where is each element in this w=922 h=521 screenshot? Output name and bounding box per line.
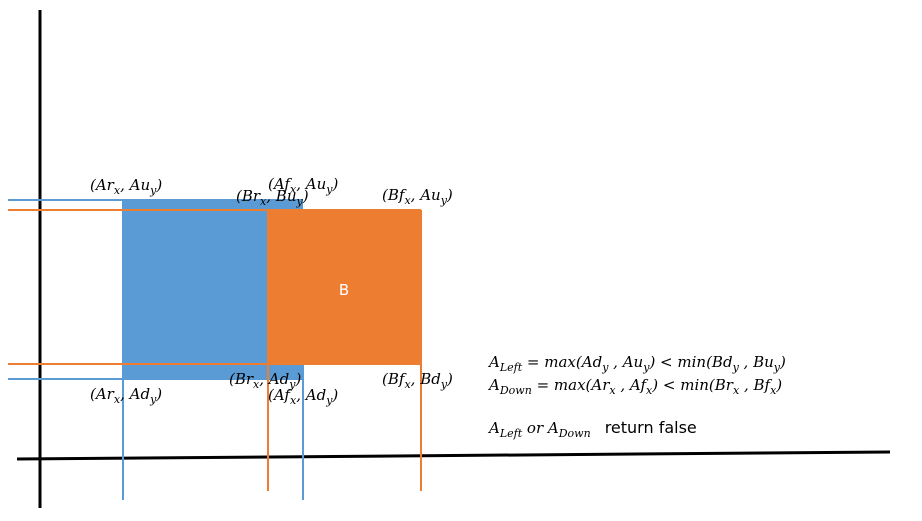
subscript: y (325, 394, 333, 407)
shape-label: B (339, 281, 349, 299)
math-text: ) (302, 187, 309, 205)
subscript: y (601, 361, 609, 374)
math-text: ) < min(Br (651, 376, 734, 394)
math-text: (Bf (382, 186, 407, 204)
subscript: y (149, 393, 157, 406)
math-text: ) (331, 386, 338, 404)
point-label: (Bfx, Auy) (382, 186, 453, 207)
subscript: x (733, 384, 740, 397)
formula: ALeft = max(Ady , Auy) < min(Bdy , Buy) (487, 353, 786, 374)
math-text: , Ad (296, 386, 326, 404)
guides-b (8, 209, 422, 491)
point-label: (Arx, Auy) (90, 176, 162, 197)
math-text: , Af (616, 376, 649, 394)
math-text: (Bf (382, 370, 407, 388)
point-label: (Brx, Ady) (229, 370, 301, 391)
math-text: , Ad (120, 385, 150, 403)
subscript: x (770, 384, 777, 397)
point-label: (Bfx, Bdy) (382, 370, 453, 391)
math-text: (Af (268, 386, 292, 404)
math-text: , Au (296, 175, 326, 193)
math-text: , Bf (739, 376, 772, 394)
subscript: y (440, 194, 448, 207)
conclusion: ALeft or ADown return false (487, 418, 697, 440)
math-text: , Au (120, 176, 150, 194)
subscript: Down (499, 384, 532, 397)
math-text: ) < min(Bd (648, 353, 732, 371)
math-text: , Bu (739, 353, 774, 371)
math-text: (Af (268, 175, 292, 193)
subscript: x (260, 195, 267, 208)
subscript: y (325, 183, 333, 196)
math-text: = max(Ad (522, 353, 602, 371)
subscript: Down (558, 427, 591, 440)
x-axis (16, 450, 891, 461)
math-text: (Br (229, 370, 254, 388)
conclusion-note: return false (605, 418, 697, 437)
subscript: Left (499, 427, 523, 440)
subscript: y (149, 184, 157, 197)
subscript: y (773, 361, 781, 374)
math-text: A (487, 353, 500, 371)
math-text: ) (446, 186, 453, 204)
subscript: y (296, 195, 304, 208)
formula: ADown = max(Arx , Afx) < min(Brx , Bfx) (487, 376, 782, 397)
subscript: y (642, 361, 650, 374)
subscript: Left (499, 361, 523, 374)
subscript: x (290, 183, 297, 196)
math-text: A (487, 419, 500, 437)
math-text: = max(Ar (532, 376, 610, 394)
math-text: A (487, 376, 500, 394)
math-text: ) (155, 385, 162, 403)
math-text: , Ad (259, 370, 289, 388)
subscript: x (253, 378, 260, 391)
subscript: x (290, 394, 297, 407)
math-text: ) (775, 376, 782, 394)
subscript: y (288, 378, 296, 391)
math-text: ) (446, 370, 453, 388)
rect-b (268, 210, 421, 364)
point-label: (Arx, Ady) (90, 385, 162, 406)
subscript: x (404, 378, 411, 391)
subscript: x (114, 184, 121, 197)
subscript: y (440, 378, 448, 391)
point-label: (Brx, Buy) (236, 187, 309, 208)
subscript: x (609, 384, 616, 397)
subscript: x (114, 393, 121, 406)
subscript: x (404, 194, 411, 207)
math-text: ) (779, 353, 786, 371)
math-text: ) (294, 370, 301, 388)
math-text: , Bd (411, 370, 441, 388)
point-label: (Afx, Ady) (268, 386, 338, 407)
math-text: (Ar (90, 176, 115, 194)
guides-a (8, 199, 304, 500)
math-text: (Ar (90, 385, 115, 403)
math-text: (Br (236, 187, 261, 205)
math-text: , Au (608, 353, 643, 371)
math-text: or A (522, 419, 559, 437)
math-text: , Au (411, 186, 441, 204)
math-text: ) (331, 175, 338, 193)
subscript: y (732, 361, 740, 374)
math-text: ) (155, 176, 162, 194)
math-text: , Bu (266, 187, 296, 205)
subscript: x (646, 384, 653, 397)
point-label: (Afx, Auy) (268, 175, 338, 196)
